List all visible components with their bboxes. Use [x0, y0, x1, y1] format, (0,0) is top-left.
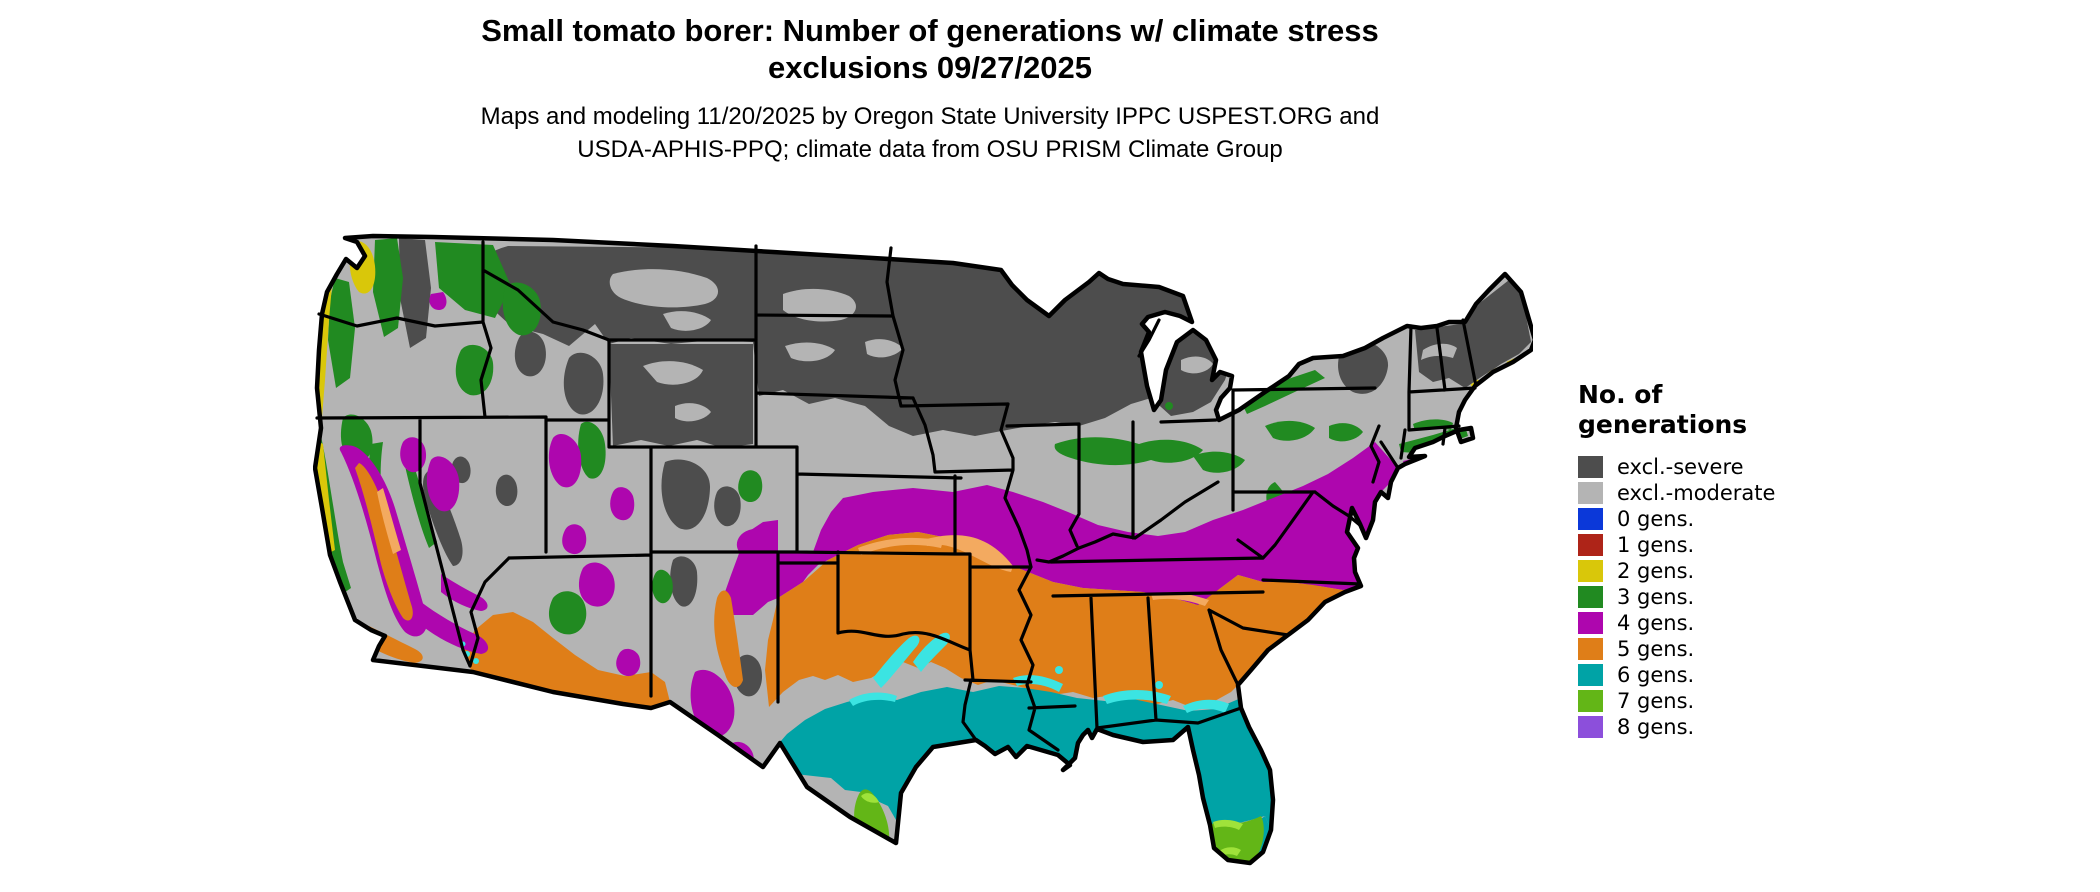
- legend-label: 1 gens.: [1617, 532, 1695, 557]
- legend-item: 6 gens.: [1578, 662, 1818, 687]
- map-title: Small tomato borer: Number of generation…: [481, 13, 1379, 85]
- legend-swatch: [1578, 689, 1603, 712]
- legend-item: 2 gens.: [1578, 558, 1818, 583]
- legend-item: excl.-severe: [1578, 454, 1818, 479]
- us-outline: [312, 233, 1538, 866]
- legend-label: 8 gens.: [1617, 714, 1695, 739]
- legend-label: 5 gens.: [1617, 636, 1695, 661]
- legend-label: 7 gens.: [1617, 688, 1695, 713]
- legend-label: 2 gens.: [1617, 558, 1695, 583]
- legend-label: 0 gens.: [1617, 506, 1695, 531]
- us-generations-map: [312, 233, 1538, 881]
- legend-item: excl.-moderate: [1578, 480, 1818, 505]
- legend-swatch: [1578, 585, 1603, 608]
- us-map-container: [312, 230, 1538, 886]
- legend-label: excl.-severe: [1617, 454, 1744, 479]
- map-header: Small tomato borer: Number of generation…: [0, 12, 1860, 166]
- legend-swatch: [1578, 559, 1603, 582]
- legend-label: excl.-moderate: [1617, 480, 1776, 505]
- legend-swatch: [1578, 455, 1603, 478]
- legend-rows: excl.-severe excl.-moderate 0 gens. 1 gens.…: [1578, 454, 1818, 739]
- legend-item: 7 gens.: [1578, 688, 1818, 713]
- legend-item: 8 gens.: [1578, 714, 1818, 739]
- state-borders: [315, 240, 1478, 752]
- legend-swatch: [1578, 507, 1603, 530]
- legend-swatch: [1578, 533, 1603, 556]
- legend: No. of generations excl.-severe excl.-mod…: [1578, 380, 1818, 740]
- legend-item: 5 gens.: [1578, 636, 1818, 661]
- map-subtitle: Maps and modeling 11/20/2025 by Oregon S…: [480, 103, 1380, 163]
- legend-item: 0 gens.: [1578, 506, 1818, 531]
- legend-label: 6 gens.: [1617, 662, 1695, 687]
- legend-title: No. of generations: [1578, 380, 1748, 439]
- legend-swatch: [1578, 611, 1603, 634]
- region-6-gens: [761, 686, 1273, 863]
- legend-item: 3 gens.: [1578, 584, 1818, 609]
- region-8-gens: [1223, 872, 1241, 881]
- legend-item: 1 gens.: [1578, 532, 1818, 557]
- region-lime-fringe: [861, 793, 1243, 857]
- legend-swatch: [1578, 663, 1603, 686]
- legend-label: 4 gens.: [1617, 610, 1695, 635]
- legend-swatch: [1578, 715, 1603, 738]
- legend-item: 4 gens.: [1578, 610, 1818, 635]
- legend-swatch: [1578, 637, 1603, 660]
- legend-label: 3 gens.: [1617, 584, 1695, 609]
- legend-swatch: [1578, 481, 1603, 504]
